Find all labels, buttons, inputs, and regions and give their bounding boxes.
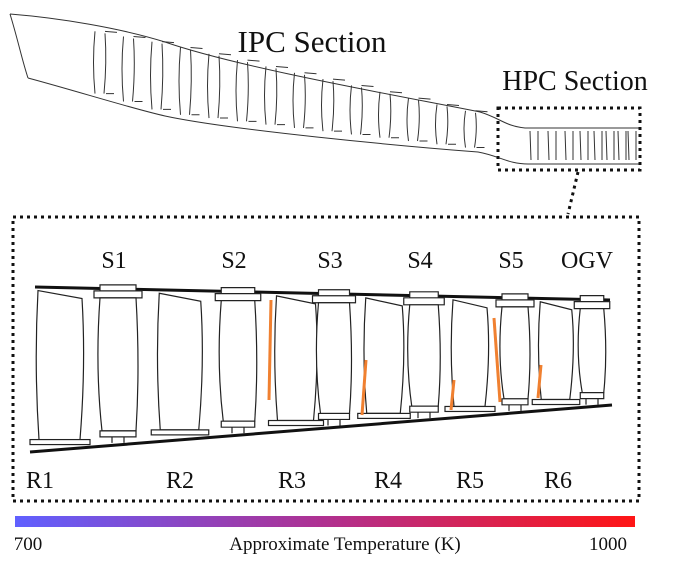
stator-foot — [579, 392, 605, 405]
hot-edge — [449, 379, 456, 411]
hot-edge — [536, 364, 543, 399]
stage-labels: S1 S2 S3 S4 S5 OGV R1 R2 R3 R4 R5 R6 — [26, 248, 614, 494]
hpc-mini-blade — [547, 130, 557, 161]
hpc-highlight-box — [496, 106, 642, 172]
ipc-blade — [207, 53, 232, 119]
rotor-platform — [29, 438, 91, 446]
ipc-blade — [406, 97, 431, 142]
stator-platform — [311, 289, 357, 304]
stator-label: S5 — [498, 248, 523, 274]
duct-inlet — [9, 13, 29, 79]
stator-blade — [315, 302, 353, 415]
ipc-blade — [321, 78, 346, 132]
stator-blade — [499, 306, 531, 400]
ipc-blade — [378, 91, 403, 139]
stator-label: S2 — [221, 248, 246, 274]
rotor-platform — [444, 405, 496, 413]
hpc-mini-blade — [617, 130, 627, 161]
zoom-connector — [566, 171, 580, 215]
stator-platform — [495, 293, 535, 308]
stator-blade — [218, 299, 258, 422]
ipc-blade — [178, 46, 203, 116]
hpc-mini-blade — [529, 130, 539, 161]
hpc-mini-blade — [605, 130, 615, 161]
ipc-blade — [292, 72, 317, 129]
stator-blade — [407, 304, 441, 407]
stator-foot — [99, 430, 137, 443]
rotor-label: R6 — [544, 468, 572, 494]
rotor-label: R1 — [26, 468, 54, 494]
hpc-mini-blade — [579, 130, 589, 161]
rotor-platform — [267, 419, 325, 427]
colorbar-min: 700 — [14, 534, 43, 555]
stator-foot — [501, 398, 529, 411]
rotor-blade — [450, 299, 490, 408]
colorbar-max: 1000 — [589, 534, 627, 555]
stator-platform — [214, 286, 262, 302]
hub-line — [29, 403, 613, 454]
ipc-blade — [235, 59, 260, 122]
rotor-label: R4 — [374, 468, 402, 494]
rotor-label: R2 — [166, 468, 194, 494]
rotor-blade — [156, 292, 203, 431]
stator-platform — [573, 294, 611, 310]
temperature-colorbar — [15, 516, 635, 527]
stator-foot — [409, 405, 439, 419]
hpc-label: HPC Section — [502, 66, 647, 97]
ipc-blade — [349, 84, 374, 135]
ipc-blade — [463, 110, 488, 149]
stator-foot — [317, 412, 351, 426]
rotor-blade — [274, 295, 318, 422]
stator-blade — [577, 307, 607, 394]
hot-edge — [492, 317, 502, 403]
ipc-blade — [264, 65, 289, 126]
stator-platform — [93, 284, 143, 299]
duct-inner-wall — [27, 77, 640, 165]
rotor-platform — [531, 398, 581, 406]
hpc-blades — [29, 284, 611, 446]
rotor-blade — [35, 289, 85, 441]
stator-blade — [97, 297, 139, 432]
stator-label: S3 — [317, 248, 342, 274]
rotor-label: R3 — [278, 468, 306, 494]
stator-label: OGV — [561, 248, 614, 274]
colorbar-title: Approximate Temperature (K) — [229, 534, 461, 555]
ipc-blade — [93, 30, 118, 95]
rotor-blade — [537, 301, 574, 401]
rotor-blade — [363, 297, 405, 415]
duct-outer-wall — [9, 13, 640, 129]
hot-edge — [267, 299, 273, 401]
ipc-blade — [150, 41, 175, 110]
ipc-blade — [435, 103, 460, 145]
hpc-mini-blade — [627, 130, 637, 161]
stator-label: S1 — [101, 248, 126, 274]
rotor-platform — [150, 429, 210, 436]
stator-platform — [403, 291, 445, 306]
hpc-mini-blade — [564, 130, 574, 161]
ipc-label: IPC Section — [238, 24, 387, 59]
stator-foot — [220, 420, 256, 434]
hot-edge — [360, 359, 368, 416]
stator-label: S4 — [407, 248, 432, 274]
ipc-blades — [93, 30, 637, 161]
rotor-label: R5 — [456, 468, 484, 494]
hpc-mini-blade — [593, 130, 603, 161]
ipc-blade — [121, 36, 146, 102]
rotor-platform — [357, 412, 411, 420]
